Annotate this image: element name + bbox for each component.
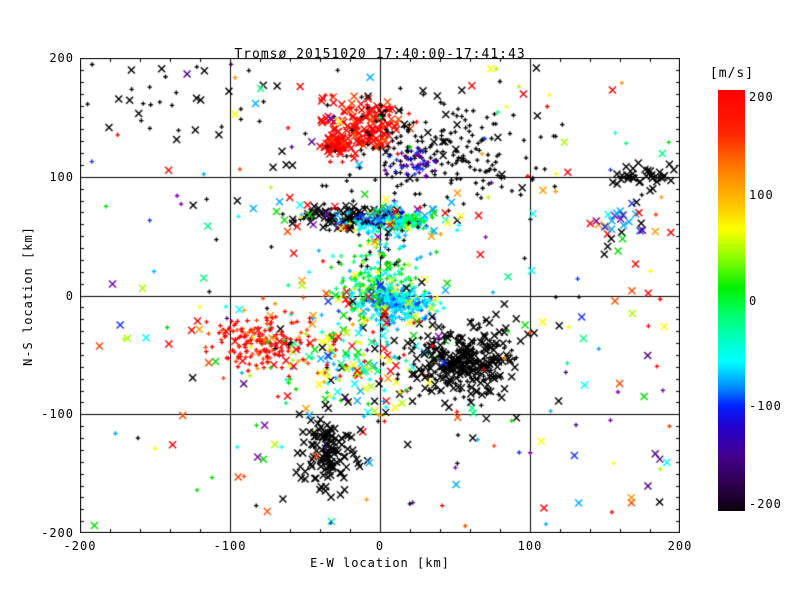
- y-tick-label: -100: [41, 407, 74, 422]
- x-axis-label: E-W location [km]: [310, 556, 450, 570]
- plot-area: [80, 58, 680, 533]
- x-tick-label: 200: [667, 539, 693, 553]
- skymap-scatter-canvas: [80, 58, 680, 533]
- y-tick-label: 0: [65, 288, 74, 303]
- x-tick-label: 100: [517, 539, 543, 553]
- x-tick-label: -100: [213, 539, 247, 553]
- y-tick-label: 200: [49, 51, 74, 65]
- colorbar-title: [m/s]: [709, 66, 755, 81]
- y-axis-label: N-S location [km]: [21, 226, 35, 366]
- colorbar-tick-label: -200: [749, 497, 782, 511]
- colorbar-tick-label: 0: [749, 293, 758, 308]
- colorbar-tick-label: -100: [749, 398, 782, 413]
- colorbar-gradient: [718, 90, 745, 511]
- colorbar-tick-label: 200: [749, 90, 774, 104]
- y-tick-label: 100: [49, 169, 74, 184]
- y-tick-label: -200: [41, 526, 74, 540]
- colorbar-tick-label: 100: [749, 188, 774, 203]
- x-tick-label: -200: [63, 539, 97, 553]
- x-tick-label: 0: [375, 539, 385, 553]
